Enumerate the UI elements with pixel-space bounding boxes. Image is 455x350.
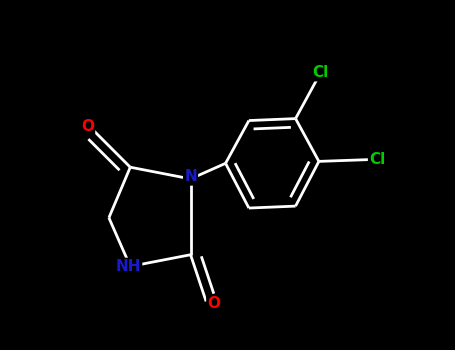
Text: Cl: Cl: [313, 65, 329, 80]
Text: Cl: Cl: [369, 152, 385, 167]
Text: O: O: [81, 119, 94, 134]
Text: NH: NH: [116, 259, 141, 274]
Text: O: O: [207, 296, 220, 311]
Text: N: N: [184, 169, 197, 184]
